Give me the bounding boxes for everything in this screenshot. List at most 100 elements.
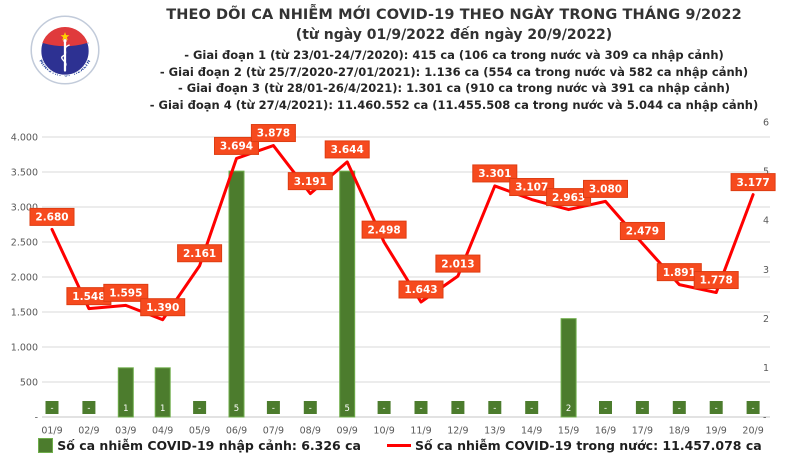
bar-label: - xyxy=(604,403,607,413)
x-axis-label: 05/9 xyxy=(189,425,210,436)
point-label: 3.177 xyxy=(736,177,769,189)
phase-2-line: - Giai đoạn 2 (từ 25/7/2020-27/01/2021):… xyxy=(159,64,749,79)
point-label-box xyxy=(730,173,776,192)
x-axis-label: 14/9 xyxy=(521,425,542,436)
star-icon xyxy=(60,32,70,41)
bar-label: - xyxy=(309,403,312,413)
chart-legend: Số ca nhiễm COVID-19 nhập cảnh: 6.326 ca… xyxy=(0,438,800,453)
x-axis-label: 19/9 xyxy=(706,425,727,436)
chart-title: THEO DÕI CA NHIỄM MỚI COVID-19 THEO NGÀY… xyxy=(166,7,742,23)
point-label-box xyxy=(619,221,665,240)
bar-zero-stub xyxy=(414,401,428,414)
point-label-box xyxy=(140,298,186,317)
point-label-box xyxy=(287,172,333,191)
green-square-icon xyxy=(38,438,54,453)
right-axis-tick: 1 xyxy=(763,363,769,374)
left-axis-tick: 500 xyxy=(20,377,38,388)
right-axis-tick: 6 xyxy=(763,117,769,128)
bar-label: - xyxy=(493,403,496,413)
point-label: 1.595 xyxy=(109,288,142,300)
x-axis-label: 07/9 xyxy=(263,425,284,436)
bar-label: - xyxy=(272,403,275,413)
point-label: 2.479 xyxy=(626,226,659,238)
ministry-of-health-logo: BỘ Y TẾ MINISTRY OF HEALTH xyxy=(30,15,100,85)
point-label: 2.498 xyxy=(367,224,400,236)
legend-item-imported: Số ca nhiễm COVID-19 nhập cảnh: 6.326 ca xyxy=(38,438,361,453)
header: THEO DÕI CA NHIỄM MỚI COVID-19 THEO NGÀY… xyxy=(118,7,790,114)
phase-3-line: - Giai đoạn 3 (từ 28/01-26/4/2021): 1.30… xyxy=(178,81,730,96)
bar-label: 5 xyxy=(234,404,239,414)
x-axis-label: 17/9 xyxy=(632,425,653,436)
x-axis-label: 18/9 xyxy=(669,425,690,436)
bar-label: 1 xyxy=(160,404,165,414)
point-label-box xyxy=(250,124,296,143)
left-axis-tick: 3.000 xyxy=(11,202,38,213)
legend-domestic-label: Số ca nhiễm COVID-19 trong nước: 11.457.… xyxy=(414,438,762,453)
x-axis-label: 11/9 xyxy=(410,425,431,436)
bar-label: - xyxy=(715,403,718,413)
point-label-box xyxy=(361,220,407,239)
bar-zero-stub xyxy=(45,401,59,414)
chart-subtitle: (từ ngày 01/9/2022 đến ngày 20/9/2022) xyxy=(295,27,613,43)
point-label-box xyxy=(693,271,739,290)
point-label-box xyxy=(509,178,555,197)
point-label-box xyxy=(435,254,481,273)
bar-zero-stub xyxy=(82,401,96,414)
bar-label: - xyxy=(383,403,386,413)
left-axis-tick: 1.500 xyxy=(11,307,38,318)
point-label-box xyxy=(29,207,75,226)
point-label: 2.013 xyxy=(441,258,474,270)
point-label: 3.080 xyxy=(589,184,622,196)
right-axis-tick: 4 xyxy=(763,216,769,227)
left-axis-tick: 4.000 xyxy=(11,132,38,143)
right-axis-tick: - xyxy=(763,412,766,423)
red-line-icon xyxy=(386,443,411,448)
left-axis-tick: 3.500 xyxy=(11,167,38,178)
x-axis-label: 13/9 xyxy=(484,425,505,436)
x-axis-label: 16/9 xyxy=(595,425,616,436)
bar xyxy=(560,318,577,418)
x-axis-label: 15/9 xyxy=(558,425,579,436)
bar-label: - xyxy=(50,403,53,413)
x-axis-label: 06/9 xyxy=(226,425,247,436)
bar-label: - xyxy=(198,403,201,413)
left-axis-tick: 2.000 xyxy=(11,272,38,283)
point-label: 1.548 xyxy=(72,291,105,303)
bar-zero-stub xyxy=(193,401,207,414)
point-label-box xyxy=(472,164,518,183)
point-label: 3.694 xyxy=(220,141,253,153)
bar-label: - xyxy=(678,403,681,413)
chart-svg: - 500 1.000 1.500 2.000 2.500 3.000 3.500 4.000 -… xyxy=(11,117,776,436)
bar-label: - xyxy=(641,403,644,413)
point-label-box xyxy=(324,140,370,159)
right-axis-tick: 5 xyxy=(763,166,769,177)
bar xyxy=(339,170,356,418)
bar-zero-stub xyxy=(377,401,391,414)
bar-label: 2 xyxy=(566,404,571,414)
x-axis-label: 02/9 xyxy=(78,425,99,436)
left-axis-tick: - xyxy=(35,412,38,423)
bar-label: - xyxy=(419,403,422,413)
bar-label: 1 xyxy=(123,404,128,414)
point-label: 3.191 xyxy=(294,176,327,188)
x-axis-label: 04/9 xyxy=(152,425,173,436)
point-label-box xyxy=(398,280,444,299)
point-label: 3.301 xyxy=(478,168,511,180)
x-axis-label: 10/9 xyxy=(373,425,394,436)
bar-label: - xyxy=(456,403,459,413)
bar-zero-stub xyxy=(746,401,760,414)
bar-zero-stub xyxy=(672,401,686,414)
legend-item-domestic: Số ca nhiễm COVID-19 trong nước: 11.457.… xyxy=(386,438,762,453)
bar xyxy=(228,170,245,418)
x-axis-label: 20/9 xyxy=(742,425,763,436)
point-label-box xyxy=(214,136,259,155)
bar-label: - xyxy=(752,403,755,413)
point-label: 1.778 xyxy=(700,275,733,287)
x-axis-label: 01/9 xyxy=(41,425,62,436)
chart-area: - 500 1.000 1.500 2.000 2.500 3.000 3.500 4.000 -… xyxy=(0,112,800,442)
rod-of-asclepius-icon xyxy=(61,39,70,72)
phase-1-line: - Giai đoạn 1 (từ 23/01-24/7/2020): 415 … xyxy=(184,48,724,62)
x-axis-label: 09/9 xyxy=(337,425,358,436)
right-axis-tick: 3 xyxy=(763,265,769,276)
bar-zero-stub xyxy=(635,401,649,414)
